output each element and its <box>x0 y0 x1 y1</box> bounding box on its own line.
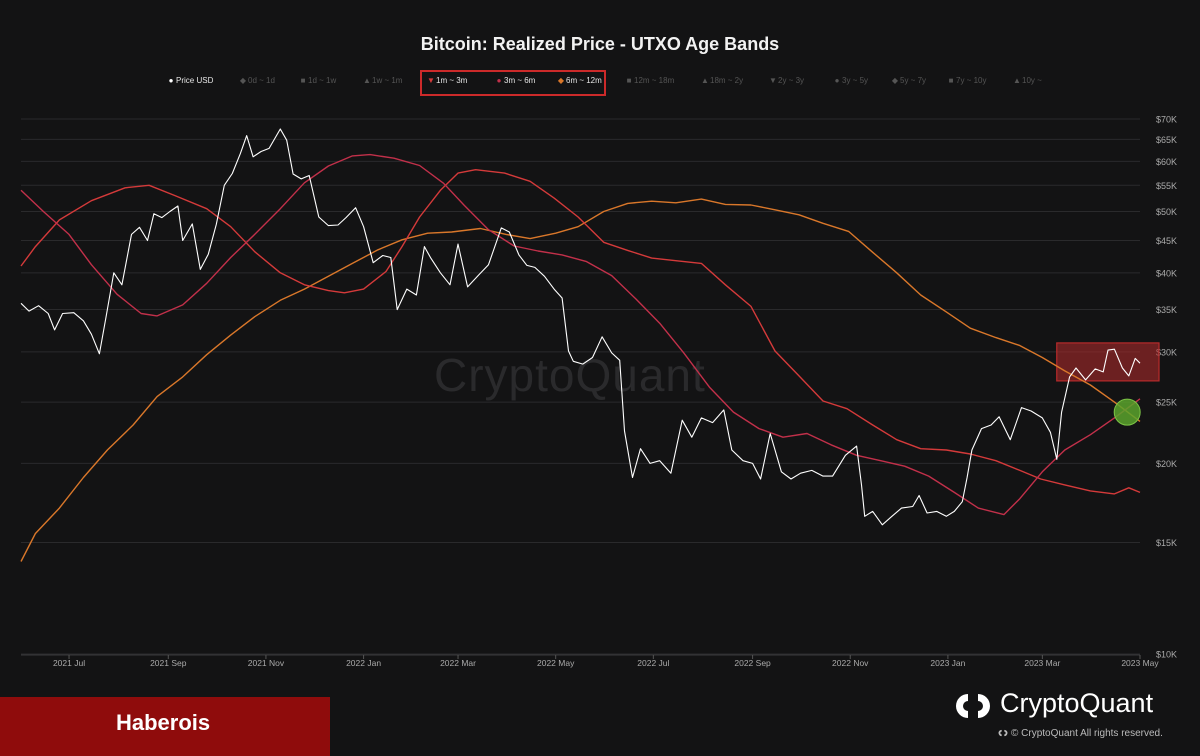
legend-item-1d-1w[interactable]: ■ 1d ~ 1w <box>298 74 337 88</box>
series-line-1m-3m <box>20 169 1141 495</box>
legend-label: 1m ~ 3m <box>436 76 468 85</box>
x-tick-label: 2022 Mar <box>440 658 476 668</box>
y-tick-label: $70K <box>1156 114 1177 124</box>
y-gridlines <box>21 118 1141 659</box>
highlight-circle <box>1113 398 1141 426</box>
legend-item-3m-6m[interactable]: ● 3m ~ 6m <box>494 74 536 88</box>
y-tick-label: $45K <box>1156 236 1177 246</box>
legend-label: 6m ~ 12m <box>566 76 602 85</box>
x-tick-label: 2021 Sep <box>150 658 187 668</box>
legend-highlight-box <box>420 70 606 96</box>
legend-marker-icon: ▼ <box>769 76 777 85</box>
source-badge-label: Haberois <box>116 710 211 735</box>
y-tick-label: $10K <box>1156 650 1177 660</box>
x-axis-tick-labels: 2021 Jul 2021 Sep 2021 Nov 2022 Jan 2022 Mar… <box>53 658 1159 668</box>
y-tick-label: $60K <box>1156 157 1177 167</box>
highlight-box <box>1056 342 1160 382</box>
series-line-6m-12m <box>20 198 1141 562</box>
y-tick-label: $15K <box>1156 538 1177 548</box>
legend-item-1w-1m[interactable]: ▲1w ~ 1m <box>362 74 402 88</box>
y-axis-tick-labels: $70K $65K $60K $55K $50K $45K $40K $35K $30K $25K… <box>1156 114 1177 659</box>
legend-label: 18m ~ 2y <box>710 76 744 85</box>
legend-label: 12m ~ 18m <box>634 76 675 85</box>
y-tick-label: $20K <box>1156 459 1177 469</box>
legend-marker-icon: ◆ <box>557 76 565 85</box>
legend-marker-icon: ■ <box>300 76 306 85</box>
y-tick-label: $55K <box>1156 181 1177 191</box>
legend-marker-icon: ▲ <box>701 76 709 85</box>
legend-label: 10y ~ <box>1022 76 1042 85</box>
copyright-logo-icon <box>998 729 1008 737</box>
chart-plot: $70K $65K $60K $55K $50K $45K $40K $35K $30K $25K… <box>20 114 1177 668</box>
x-tick-label: 2022 Jan <box>346 658 381 668</box>
legend-item-6m-12m[interactable]: ◆ 6m ~ 12m <box>556 74 602 88</box>
legend-item-18m-2y[interactable]: ▲18m ~ 2y <box>700 74 743 88</box>
legend-marker-icon: ▲ <box>363 76 371 85</box>
legend-marker-icon: ● <box>496 76 502 85</box>
legend-item-12m-18m[interactable]: ■ 12m ~ 18m <box>624 74 675 88</box>
y-tick-label: $65K <box>1156 135 1177 145</box>
chart-legend: ● Price USD ◆ 0d ~ 1d ■ 1d ~ 1w ▲1w ~ 1m ▼1m ~ … <box>0 74 1200 94</box>
copyright-label: © CryptoQuant All rights reserved. <box>1011 728 1163 739</box>
legend-item-1m-3m[interactable]: ▼1m ~ 3m <box>426 74 467 88</box>
legend-label: 5y ~ 7y <box>900 76 927 85</box>
brand-logo-block: CryptoQuant <box>954 688 1184 724</box>
series-lines <box>20 128 1141 562</box>
legend-label: 0d ~ 1d <box>248 76 275 85</box>
source-badge: Haberois <box>0 697 330 756</box>
legend-label: 1w ~ 1m <box>372 76 403 85</box>
series-line-price-usd <box>20 128 1141 526</box>
x-tick-label: 2023 Jan <box>930 658 965 668</box>
legend-label: 1d ~ 1w <box>308 76 337 85</box>
x-tick-label: 2022 Nov <box>832 658 869 668</box>
x-tick-label: 2023 Mar <box>1024 658 1060 668</box>
legend-item-2y-3y[interactable]: ▼2y ~ 3y <box>768 74 804 88</box>
series-line-3m-6m <box>20 153 1141 516</box>
legend-label: 3m ~ 6m <box>504 76 536 85</box>
brand-name: CryptoQuant <box>1000 688 1154 718</box>
legend-marker-icon: ◆ <box>239 76 247 85</box>
legend-marker-icon: ▲ <box>1013 76 1021 85</box>
x-tick-label: 2021 Nov <box>248 658 285 668</box>
legend-marker-icon: ■ <box>948 76 954 85</box>
legend-item-3y-5y[interactable]: ● 3y ~ 5y <box>832 74 868 88</box>
legend-item-price-usd[interactable]: ● Price USD <box>166 74 214 88</box>
legend-label: 3y ~ 5y <box>842 76 869 85</box>
y-tick-label: $25K <box>1156 398 1177 408</box>
legend-item-10y-[interactable]: ▲10y ~ <box>1012 74 1042 88</box>
y-tick-label: $50K <box>1156 207 1177 217</box>
x-tick-label: 2021 Jul <box>53 658 85 668</box>
chart-title: Bitcoin: Realized Price - UTXO Age Bands <box>420 34 780 54</box>
legend-marker-icon: ● <box>834 76 840 85</box>
legend-marker-icon: ◆ <box>891 76 899 85</box>
copyright-text: © CryptoQuant All rights reserved. <box>998 728 1163 739</box>
cryptoquant-logo-icon <box>956 694 990 718</box>
legend-marker-icon: ■ <box>626 76 632 85</box>
legend-label: 7y ~ 10y <box>956 76 987 85</box>
legend-label: 2y ~ 3y <box>778 76 805 85</box>
y-tick-label: $35K <box>1156 305 1177 315</box>
x-tick-label: 2023 May <box>1121 658 1159 668</box>
legend-item-5y-7y[interactable]: ◆ 5y ~ 7y <box>890 74 926 88</box>
legend-marker-icon: ▼ <box>427 76 435 85</box>
x-tick-label: 2022 Jul <box>637 658 669 668</box>
y-tick-label: $30K <box>1156 347 1177 357</box>
legend-marker-icon: ● <box>168 76 174 85</box>
legend-label: Price USD <box>176 76 214 85</box>
x-tick-label: 2022 Sep <box>734 658 771 668</box>
y-tick-label: $40K <box>1156 268 1177 278</box>
x-tick-label: 2022 May <box>537 658 575 668</box>
legend-item-7y-10y[interactable]: ■ 7y ~ 10y <box>946 74 987 88</box>
legend-item-0d-1d[interactable]: ◆ 0d ~ 1d <box>238 74 275 88</box>
watermark: CryptoQuant <box>434 349 706 401</box>
